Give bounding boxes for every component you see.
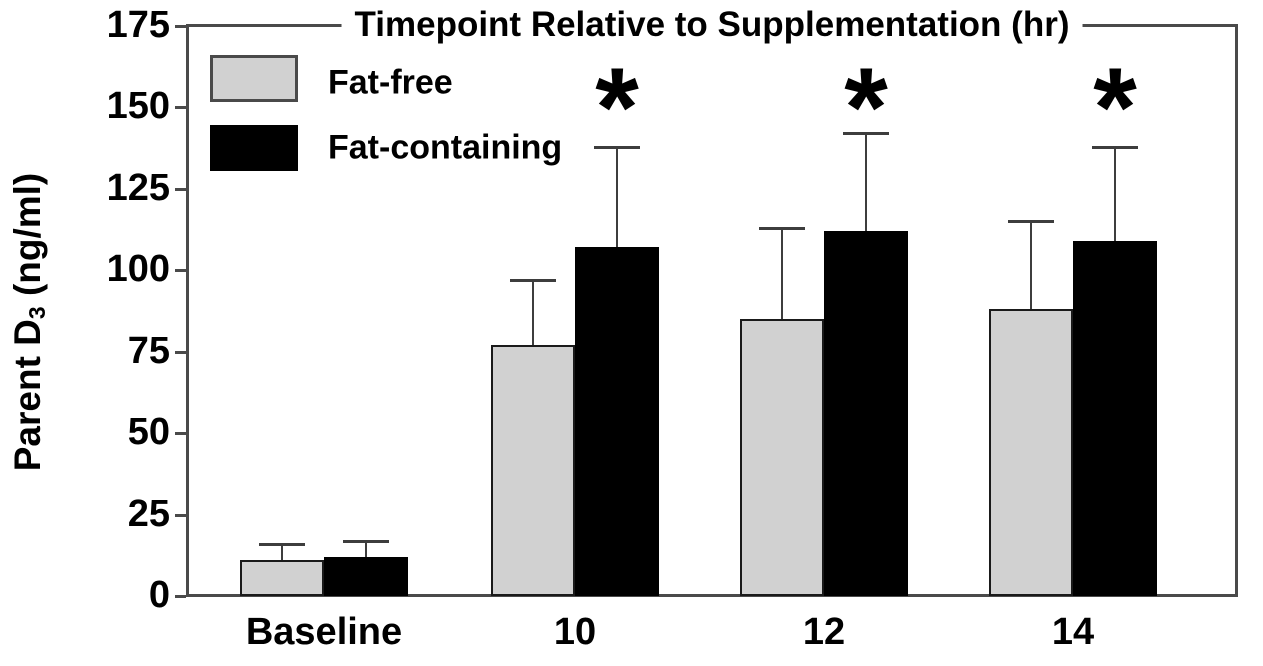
y-tick-125 (175, 187, 186, 191)
bar-fat-free-14 (989, 309, 1073, 596)
y-tick-100 (175, 269, 186, 273)
y-axis-title-subscript: 3 (24, 306, 51, 320)
error-bar-cap-fat-free-baseline (259, 542, 305, 546)
y-tick-label-25: 25 (127, 492, 170, 535)
bar-fat-free-10 (491, 345, 575, 596)
bar-fat-containing-12 (824, 231, 908, 596)
x-label-14: 14 (1051, 611, 1095, 653)
significance-asterisk-10: * (595, 45, 639, 170)
x-label-10: 10 (553, 611, 597, 653)
y-tick-75 (175, 350, 186, 354)
error-bar-line-fat-free-12 (781, 227, 783, 320)
legend-label-fat-free: Fat-free (328, 63, 453, 102)
y-tick-0 (175, 595, 186, 598)
y-tick-label-0: 0 (148, 574, 170, 617)
y-axis-title-post: (ng/ml) (7, 172, 48, 307)
error-bar-cap-fat-free-12 (759, 226, 805, 230)
error-bar-line-fat-containing-12 (865, 133, 867, 232)
error-bar-cap-fat-free-14 (1008, 220, 1054, 224)
error-bar-cap-fat-containing-12 (843, 132, 889, 136)
chart-title: Timepoint Relative to Supplementation (h… (341, 3, 1083, 47)
error-bar-cap-fat-containing-10 (594, 145, 640, 149)
error-bar-line-fat-containing-14 (1114, 146, 1116, 241)
legend-swatch-fat-free (210, 55, 298, 102)
legend-label-fat-containing: Fat-containing (328, 128, 563, 167)
error-bar-line-fat-free-14 (1030, 221, 1032, 310)
y-tick-label-175: 175 (106, 4, 170, 47)
y-tick-label-150: 150 (106, 85, 170, 128)
error-bar-line-fat-free-10 (532, 280, 534, 346)
bar-fat-free-12 (740, 319, 824, 596)
y-tick-label-50: 50 (127, 411, 170, 454)
x-axis-line (186, 594, 1238, 597)
y-tick-label-75: 75 (127, 329, 170, 372)
bar-fat-containing-baseline (324, 556, 408, 596)
y-axis-title-pre: Parent D (7, 319, 48, 472)
significance-asterisk-12: * (844, 45, 888, 170)
y-tick-label-125: 125 (106, 167, 170, 210)
y-tick-label-100: 100 (106, 248, 170, 291)
error-bar-cap-fat-containing-14 (1092, 145, 1138, 149)
y-tick-175 (175, 25, 186, 28)
error-bar-line-fat-free-baseline (281, 543, 283, 561)
plot-border-right (1235, 24, 1238, 597)
y-tick-50 (175, 432, 186, 436)
bar-fat-containing-10 (575, 247, 659, 596)
x-label-12: 12 (802, 611, 846, 653)
y-tick-25 (175, 513, 186, 517)
error-bar-cap-fat-free-10 (510, 279, 556, 283)
y-axis-line (186, 24, 189, 597)
error-bar-line-fat-containing-baseline (365, 540, 367, 557)
bar-fat-containing-14 (1073, 240, 1157, 596)
significance-asterisk-14: * (1093, 45, 1137, 170)
error-bar-line-fat-containing-10 (616, 146, 618, 248)
y-axis-title: Parent D3 (ng/ml) (7, 172, 51, 472)
bar-fat-free-baseline (240, 560, 324, 596)
error-bar-cap-fat-containing-baseline (343, 539, 389, 543)
x-label-baseline: Baseline (245, 611, 403, 653)
y-tick-150 (175, 106, 186, 110)
legend-swatch-fat-containing (210, 125, 298, 171)
